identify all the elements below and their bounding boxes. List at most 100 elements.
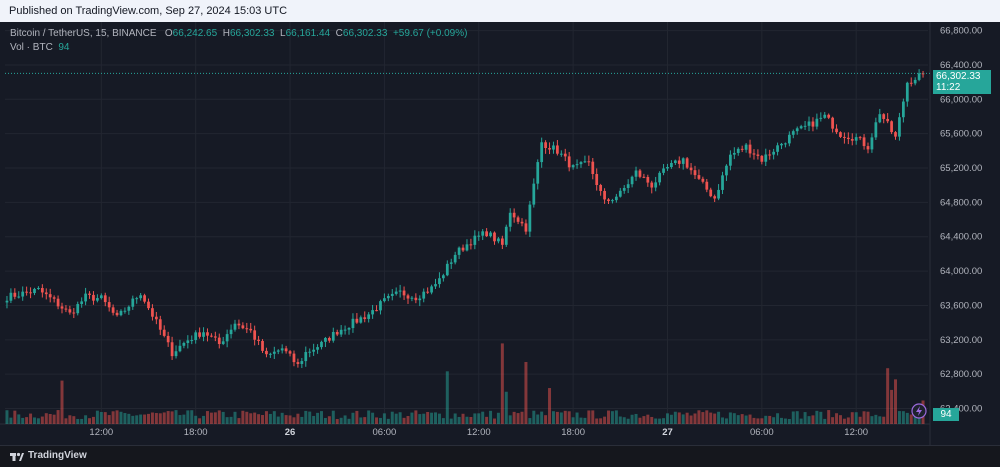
candle-body — [673, 160, 677, 164]
volume-bar — [445, 371, 449, 424]
candle-body — [257, 339, 260, 341]
volume-bar — [894, 379, 898, 424]
volume-bar — [32, 417, 36, 424]
candle-body — [890, 121, 893, 133]
candle-body — [618, 190, 622, 197]
candle-body — [913, 79, 917, 84]
volume-bar — [135, 415, 139, 424]
candle-body — [88, 293, 91, 295]
volume-bar — [780, 417, 783, 424]
legend-open-label: O — [164, 28, 173, 39]
lightning-icon[interactable] — [911, 403, 927, 419]
tradingview-brand[interactable]: TradingView — [10, 450, 87, 461]
candle-body — [131, 298, 135, 307]
candle-body — [917, 73, 921, 80]
legend-vol-label[interactable]: Vol · BTC — [10, 42, 53, 53]
volume-bar — [662, 418, 666, 424]
volume-bar — [394, 413, 398, 424]
volume-bar — [913, 411, 917, 424]
volume-bar — [540, 411, 544, 424]
volume-bar — [48, 413, 52, 424]
volume-bar — [158, 413, 162, 424]
legend-symbol[interactable]: Bitcoin / TetherUS, 15, BINANCE — [10, 28, 157, 39]
volume-bar — [166, 411, 170, 424]
candle-body — [29, 292, 32, 294]
candle-body — [654, 182, 658, 188]
candle-body — [485, 231, 488, 237]
volume-bar — [811, 415, 815, 424]
candle-body — [280, 348, 284, 351]
volume-bar — [799, 418, 803, 424]
volume-bar — [284, 415, 288, 424]
volume-bar — [418, 414, 422, 424]
candle-body — [571, 165, 575, 168]
candle-body — [371, 310, 374, 315]
volume-bar — [862, 411, 866, 424]
legend-change: +59.67 (+0.09%) — [392, 28, 468, 39]
volume-bar — [422, 413, 426, 424]
volume-bar — [591, 410, 595, 424]
chart-area[interactable]: 66,800.00 66,400.00 66,000.00 65,600.00 65,2… — [0, 22, 1000, 445]
candle-body — [870, 137, 874, 150]
volume-bar — [579, 417, 583, 424]
candle-body — [740, 148, 744, 150]
candle-body — [886, 118, 890, 122]
candle-body — [84, 293, 87, 302]
volume-bar — [237, 418, 241, 424]
candle-body — [154, 316, 158, 320]
volume-bar — [665, 413, 669, 424]
candle-body — [638, 170, 642, 177]
volume-bar — [36, 418, 40, 424]
volume-bar — [870, 416, 874, 424]
candle-body — [33, 288, 36, 294]
volume-bar — [504, 391, 508, 424]
y-tick-label: 65,600.00 — [940, 129, 982, 140]
candle-body — [497, 238, 500, 242]
volume-bar — [654, 418, 658, 424]
candle-body — [791, 131, 795, 135]
candle-body — [292, 353, 296, 363]
candle-body — [355, 318, 359, 323]
candle-body — [532, 183, 536, 205]
volume-bar — [343, 415, 347, 424]
volume-bar — [292, 417, 296, 424]
volume-bar — [257, 414, 261, 424]
volume-bar — [815, 410, 819, 424]
legend-vol-value: 94 — [58, 42, 70, 53]
volume-bar — [740, 414, 744, 424]
volume-bar — [253, 412, 257, 424]
tradingview-logo-icon — [10, 452, 24, 461]
y-tick-label: 62,800.00 — [940, 369, 982, 380]
volume-bar — [901, 411, 905, 424]
y-tick-label: 64,000.00 — [940, 266, 982, 277]
candlestick-chart[interactable]: 66,800.00 66,400.00 66,000.00 65,600.00 65,2… — [0, 22, 1000, 445]
candle-body — [732, 152, 736, 155]
volume-bar — [626, 418, 630, 424]
volume-bar — [890, 389, 894, 424]
volume-bar — [17, 414, 21, 424]
volume-bar — [618, 416, 622, 424]
volume-bar — [622, 417, 626, 424]
candle-body — [500, 238, 504, 245]
candle-body — [438, 278, 441, 285]
candle-body — [379, 301, 382, 311]
volume-bar — [528, 418, 532, 424]
candle-body — [575, 164, 579, 166]
candle-body — [99, 295, 103, 299]
candle-body — [846, 137, 850, 140]
candle-body — [457, 247, 461, 255]
candle-body — [426, 291, 430, 293]
candle-body — [516, 217, 520, 222]
candle-body — [473, 235, 477, 245]
volume-bar — [198, 418, 202, 424]
legend-close: 66,302.33 — [342, 28, 388, 39]
volume-bar — [327, 416, 331, 424]
volume-bar — [363, 417, 367, 424]
volume-bar — [331, 410, 335, 424]
volume-bar — [909, 414, 913, 424]
x-tick-label: 06:00 — [373, 427, 397, 438]
candle-body — [304, 352, 308, 362]
candle-body — [709, 189, 713, 197]
candle-body — [843, 136, 846, 138]
volume-bar — [276, 416, 280, 424]
